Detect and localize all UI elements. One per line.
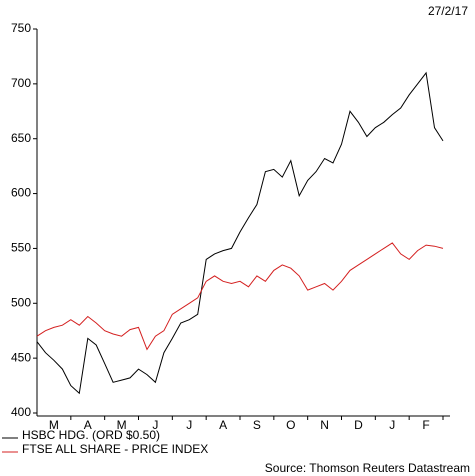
chart-date: 27/2/17: [428, 4, 468, 18]
y-tick-label: 750: [11, 21, 31, 35]
y-tick-label: 550: [11, 241, 31, 255]
y-tick-label: 700: [11, 76, 31, 90]
y-tick-label: 600: [11, 186, 31, 200]
x-tick-label: N: [320, 418, 329, 432]
series-line: [36, 242, 444, 351]
source: Source: Thomson Reuters Datastream: [265, 461, 470, 475]
x-tick-label: S: [253, 418, 261, 432]
legend-label: FTSE ALL SHARE - PRICE INDEX: [22, 442, 208, 456]
y-tick-label: 400: [11, 405, 31, 419]
y-tick-label: 650: [11, 131, 31, 145]
legend-label: HSBC HDG. (ORD $0.50): [22, 428, 160, 442]
x-tick-label: D: [354, 418, 363, 432]
x-tick-label: M: [117, 418, 127, 432]
x-tick-label: A: [219, 418, 227, 432]
x-tick-label: J: [186, 418, 192, 432]
x-tick-label: A: [84, 418, 92, 432]
y-tick-label: 450: [11, 350, 31, 364]
x-tick-label: M: [49, 418, 59, 432]
x-tick-label: F: [422, 418, 429, 432]
y-tick-label: 500: [11, 295, 31, 309]
x-tick-label: J: [389, 418, 395, 432]
x-tick-label: J: [152, 418, 158, 432]
series-line: [36, 71, 444, 395]
x-tick-label: O: [286, 418, 295, 432]
